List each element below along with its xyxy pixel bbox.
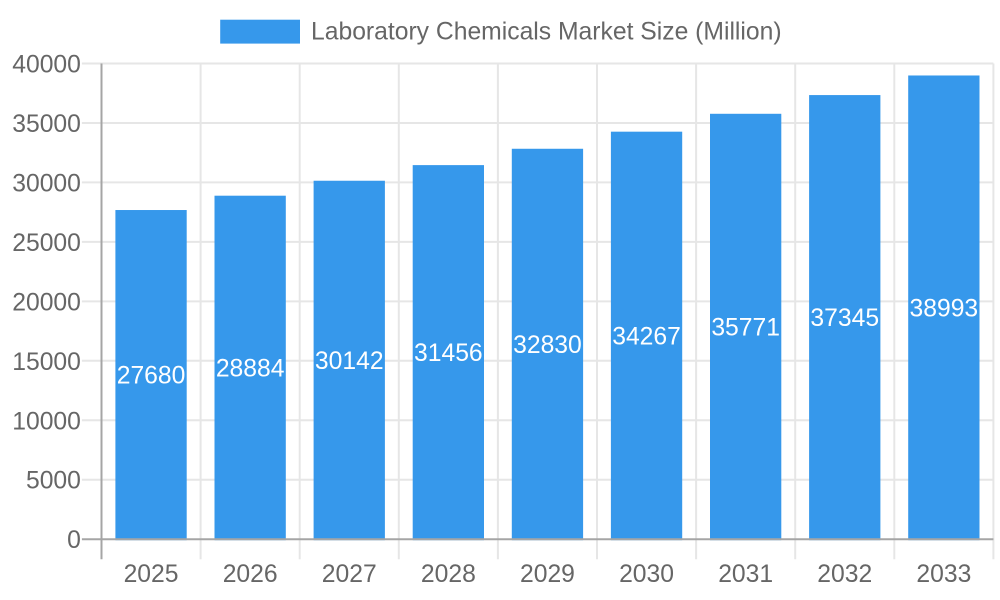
- svg-text:2028: 2028: [421, 561, 476, 588]
- svg-text:10000: 10000: [12, 408, 81, 435]
- svg-text:5000: 5000: [26, 468, 81, 495]
- svg-text:37345: 37345: [810, 305, 879, 332]
- svg-text:2031: 2031: [718, 561, 773, 588]
- svg-text:25000: 25000: [12, 230, 81, 257]
- svg-text:30000: 30000: [12, 170, 81, 197]
- svg-text:15000: 15000: [12, 349, 81, 376]
- svg-text:34267: 34267: [612, 323, 681, 350]
- svg-text:0: 0: [67, 527, 81, 554]
- svg-text:20000: 20000: [12, 289, 81, 316]
- svg-text:35000: 35000: [12, 111, 81, 138]
- svg-text:28884: 28884: [216, 355, 285, 382]
- svg-text:31456: 31456: [414, 340, 483, 367]
- svg-text:2033: 2033: [916, 561, 971, 588]
- svg-text:27680: 27680: [117, 363, 186, 390]
- svg-text:35771: 35771: [711, 315, 780, 342]
- svg-text:38993: 38993: [910, 295, 979, 322]
- svg-text:2032: 2032: [817, 561, 872, 588]
- svg-text:2026: 2026: [223, 561, 278, 588]
- svg-text:30142: 30142: [315, 348, 384, 375]
- svg-text:2027: 2027: [322, 561, 377, 588]
- svg-text:40000: 40000: [12, 52, 81, 79]
- svg-text:2030: 2030: [619, 561, 674, 588]
- svg-text:32830: 32830: [513, 332, 582, 359]
- svg-text:2029: 2029: [520, 561, 575, 588]
- svg-text:Laboratory Chemicals Market Si: Laboratory Chemicals Market Size (Millio…: [311, 19, 782, 46]
- svg-text:2025: 2025: [124, 561, 179, 588]
